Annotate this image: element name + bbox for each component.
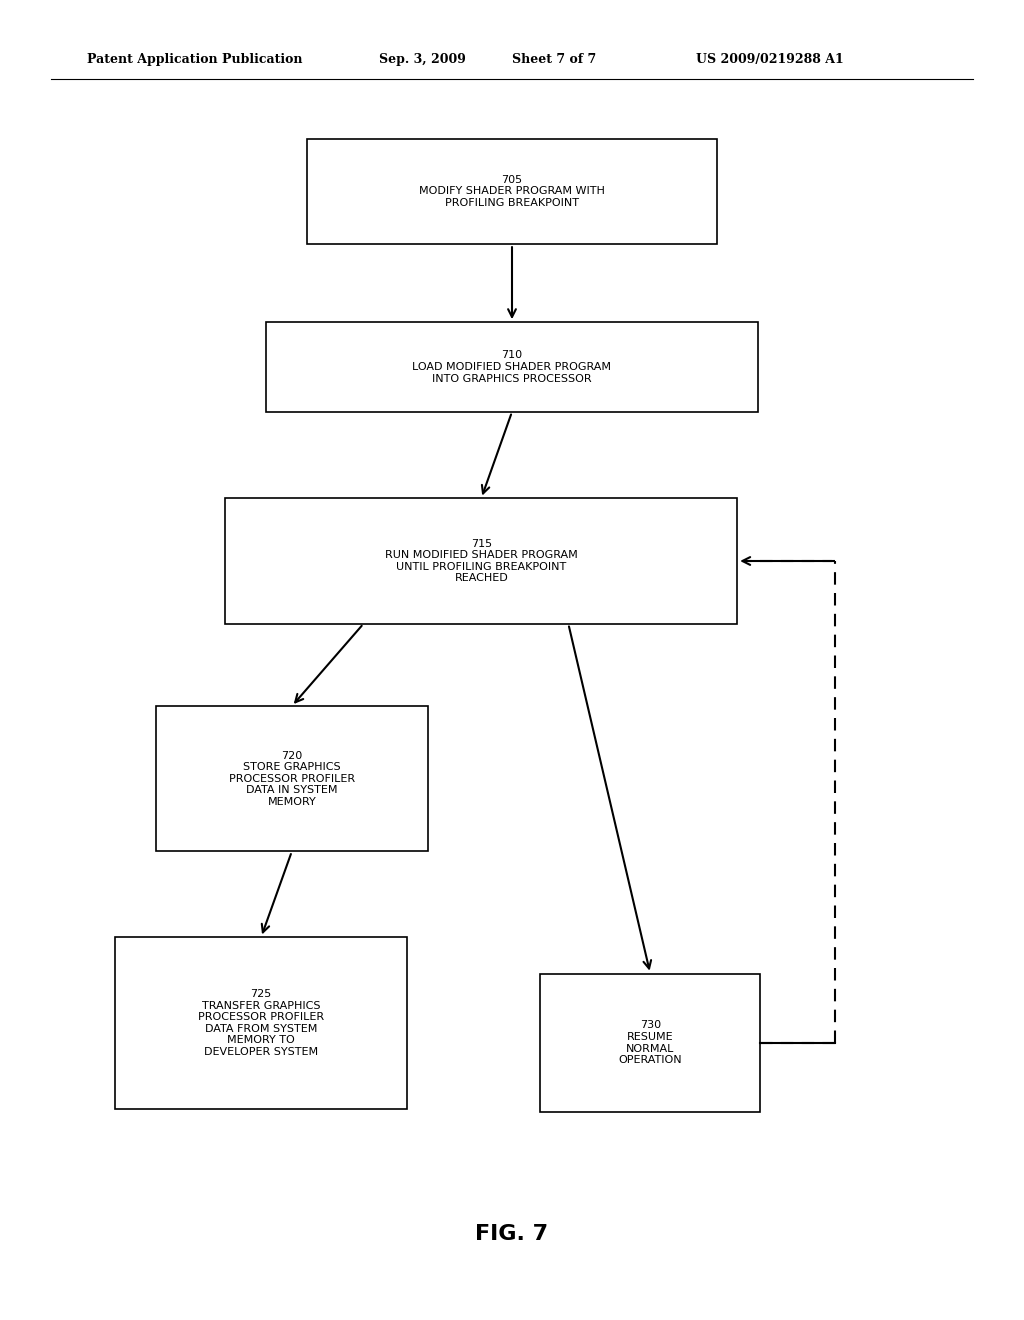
Text: Patent Application Publication: Patent Application Publication (87, 53, 302, 66)
Text: FIG. 7: FIG. 7 (475, 1224, 549, 1245)
Text: 720
STORE GRAPHICS
PROCESSOR PROFILER
DATA IN SYSTEM
MEMORY: 720 STORE GRAPHICS PROCESSOR PROFILER DA… (228, 751, 355, 807)
Bar (116, 937, 407, 1109)
Text: 710
LOAD MODIFIED SHADER PROGRAM
INTO GRAPHICS PROCESSOR: 710 LOAD MODIFIED SHADER PROGRAM INTO GR… (413, 350, 611, 384)
Text: 725
TRANSFER GRAPHICS
PROCESSOR PROFILER
DATA FROM SYSTEM
MEMORY TO
DEVELOPER SY: 725 TRANSFER GRAPHICS PROCESSOR PROFILER… (198, 989, 325, 1057)
Text: Sep. 3, 2009: Sep. 3, 2009 (379, 53, 466, 66)
Text: US 2009/0219288 A1: US 2009/0219288 A1 (696, 53, 844, 66)
Bar (266, 322, 758, 412)
Text: Sheet 7 of 7: Sheet 7 of 7 (512, 53, 596, 66)
Bar (156, 706, 428, 851)
Text: 715
RUN MODIFIED SHADER PROGRAM
UNTIL PROFILING BREAKPOINT
REACHED: 715 RUN MODIFIED SHADER PROGRAM UNTIL PR… (385, 539, 578, 583)
Text: 705
MODIFY SHADER PROGRAM WITH
PROFILING BREAKPOINT: 705 MODIFY SHADER PROGRAM WITH PROFILING… (419, 174, 605, 209)
Bar (541, 974, 760, 1111)
Text: 730
RESUME
NORMAL
OPERATION: 730 RESUME NORMAL OPERATION (618, 1020, 682, 1065)
Bar (307, 139, 717, 244)
Bar (225, 499, 737, 624)
